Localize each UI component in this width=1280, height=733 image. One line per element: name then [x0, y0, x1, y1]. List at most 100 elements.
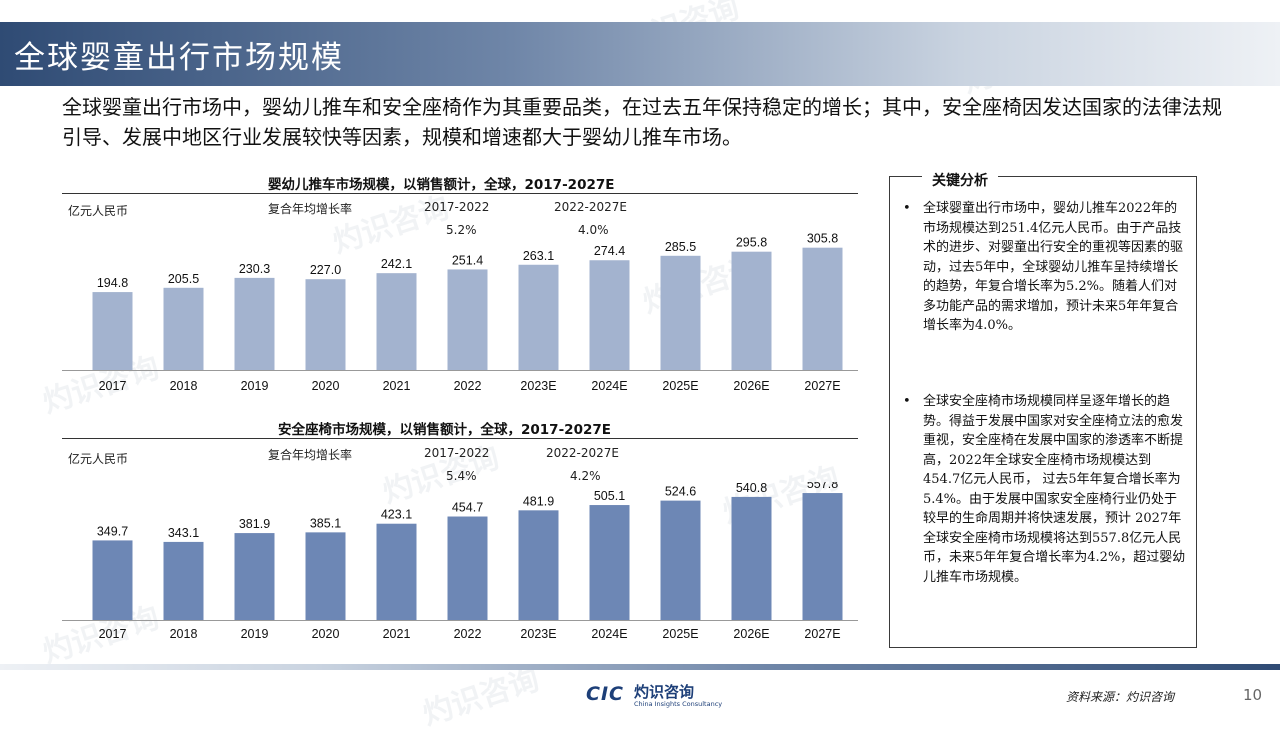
title-rule — [62, 438, 858, 439]
cagr-period: 2017-2022 — [424, 200, 490, 214]
cagr-label: 复合年均增长率 — [268, 202, 353, 216]
x-tick-label: 2021 — [383, 627, 411, 641]
bar — [92, 292, 133, 370]
bar-value-label: 381.9 — [239, 517, 270, 531]
bullet-dot: • — [903, 394, 911, 409]
bar — [92, 540, 133, 620]
bar-value-label: 205.5 — [168, 272, 199, 286]
bar — [163, 287, 204, 370]
bar — [660, 255, 701, 370]
analysis-bullet: • 全球安全座椅市场规模同样呈逐年增长的趋势。得益于发展中国家对安全座椅立法的愈… — [903, 392, 1187, 587]
bar — [376, 273, 417, 370]
x-tick-label: 2024E — [591, 627, 627, 641]
bar-value-label: 251.4 — [452, 253, 483, 267]
x-tick-label: 2022 — [454, 627, 482, 641]
x-tick-label: 2026E — [733, 627, 769, 641]
bar-value-label: 385.1 — [310, 516, 341, 530]
page-number: 10 — [1243, 686, 1263, 704]
x-tick-label: 2018 — [170, 379, 198, 393]
x-tick-label: 2025E — [662, 627, 698, 641]
bullet-text: 全球安全座椅市场规模同样呈逐年增长的趋势。得益于发展中国家对安全座椅立法的愈发重… — [923, 394, 1186, 585]
bar-value-label: 343.1 — [168, 526, 199, 540]
logo-cn-text: 灼识咨询 — [634, 683, 695, 701]
bar-value-label: 285.5 — [665, 240, 696, 254]
bar-value-label: 230.3 — [239, 262, 270, 276]
x-tick-label: 2023E — [520, 379, 556, 393]
footer-band — [0, 664, 1280, 670]
chart-title: 婴幼儿推车市场规模，以销售额计，全球，2017-2027E — [268, 177, 615, 193]
bar — [802, 493, 843, 620]
x-tick-label: 2018 — [170, 627, 198, 641]
bar-value-label: 454.7 — [452, 501, 483, 515]
bar-value-label: 242.1 — [381, 257, 412, 271]
bar-value-label: 274.4 — [594, 244, 625, 258]
bar-value-label: 481.9 — [523, 494, 554, 508]
cagr-period: 2022-2027E — [554, 200, 627, 214]
bar-value-label: 305.8 — [807, 232, 838, 246]
x-tick-label: 2022 — [454, 379, 482, 393]
bar — [305, 279, 346, 370]
x-tick-label: 2027E — [804, 627, 840, 641]
y-unit-label: 亿元人民币 — [68, 204, 129, 218]
x-tick-label: 2020 — [312, 627, 340, 641]
bar — [660, 500, 701, 620]
cagr-period: 2017-2022 — [424, 446, 490, 460]
bar — [589, 505, 630, 620]
logo-mark: CIC — [586, 683, 624, 705]
bar — [234, 533, 275, 620]
bar-value-label: 194.8 — [97, 276, 128, 290]
bullet-text: 全球婴童出行市场中，婴幼儿推车2022年的市场规模达到251.4亿元人民币。由于… — [923, 201, 1184, 333]
x-tick-label: 2024E — [591, 379, 627, 393]
chart-title: 安全座椅市场规模，以销售额计，全球，2017-2027E — [278, 422, 611, 438]
cagr-period: 2022-2027E — [546, 446, 619, 460]
bar — [305, 532, 346, 620]
key-analysis-heading: 关键分析 — [922, 170, 998, 190]
x-tick-label: 2017 — [99, 627, 127, 641]
bar — [802, 247, 843, 370]
bar-value-label: 524.6 — [665, 485, 696, 499]
bar — [447, 269, 488, 370]
bar — [447, 516, 488, 620]
source-note: 资料来源：灼识咨询 — [1066, 690, 1175, 704]
x-tick-label: 2027E — [804, 379, 840, 393]
y-unit-label: 亿元人民币 — [68, 452, 129, 466]
x-tick-label: 2025E — [662, 379, 698, 393]
bar-value-label: 349.7 — [97, 524, 128, 538]
cagr-value: 4.2% — [570, 469, 601, 483]
x-tick-label: 2021 — [383, 379, 411, 393]
bar-value-label: 227.0 — [310, 263, 341, 277]
bar-chart-car-seat: 349.7 2017 343.1 2018 381.9 2019 385.1 2020 423.… — [62, 482, 858, 641]
page-title: 全球婴童出行市场规模 — [14, 40, 344, 76]
x-tick-label: 2023E — [520, 627, 556, 641]
logo-en-text: China Insights Consultancy — [634, 700, 723, 708]
x-tick-label: 2019 — [241, 627, 269, 641]
bar — [518, 510, 559, 620]
intro-paragraph: 全球婴童出行市场中，婴幼儿推车和安全座椅作为其重要品类，在过去五年保持稳定的增长… — [62, 95, 1222, 149]
bar — [234, 277, 275, 370]
cagr-value: 4.0% — [578, 223, 609, 237]
bar-chart-stroller: 194.8 2017 205.5 2018 230.3 2019 227.0 2020 242.… — [62, 232, 858, 393]
x-tick-label: 2020 — [312, 379, 340, 393]
bar — [731, 251, 772, 370]
bar-value-label: 263.1 — [523, 249, 554, 263]
x-tick-label: 2019 — [241, 379, 269, 393]
x-tick-label: 2026E — [733, 379, 769, 393]
x-tick-label: 2017 — [99, 379, 127, 393]
bar-value-label: 295.8 — [736, 236, 767, 250]
bar-value-label: 540.8 — [736, 482, 767, 495]
bar — [163, 541, 204, 620]
bar — [731, 496, 772, 620]
bar — [376, 523, 417, 620]
key-analysis-box — [889, 176, 1197, 648]
title-rule — [62, 193, 858, 194]
cagr-value: 5.4% — [446, 469, 477, 483]
title-bar: 全球婴童出行市场规模 — [0, 22, 1280, 86]
bar-value-label: 423.1 — [381, 508, 412, 522]
bar — [589, 260, 630, 370]
bar-value-label: 505.1 — [594, 489, 625, 503]
cagr-label: 复合年均增长率 — [268, 448, 353, 462]
cagr-value: 5.2% — [446, 223, 477, 237]
analysis-bullet: • 全球婴童出行市场中，婴幼儿推车2022年的市场规模达到251.4亿元人民币。… — [903, 199, 1187, 336]
bar-value-label: 557.8 — [807, 482, 838, 491]
bullet-dot: • — [903, 201, 911, 216]
